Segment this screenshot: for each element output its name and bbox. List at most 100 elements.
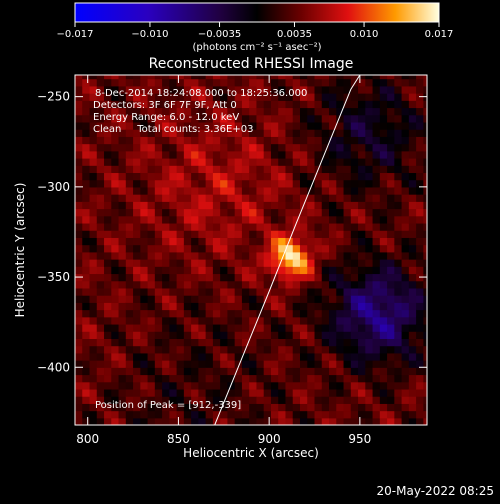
heatmap-cell bbox=[299, 179, 308, 188]
heatmap-cell bbox=[125, 309, 134, 318]
heatmap-cell bbox=[365, 230, 374, 238]
heatmap-cell bbox=[183, 114, 192, 123]
heatmap-cell bbox=[278, 352, 287, 361]
heatmap-cell bbox=[241, 222, 250, 231]
heatmap-cell bbox=[329, 186, 337, 195]
heatmap-cell bbox=[133, 215, 141, 224]
heatmap-cell bbox=[299, 345, 308, 354]
heatmap-cell bbox=[147, 165, 156, 174]
heatmap-cell bbox=[256, 165, 265, 174]
heatmap-cell bbox=[401, 396, 410, 404]
heatmap-cell bbox=[169, 309, 178, 318]
heatmap-cell bbox=[241, 237, 250, 246]
heatmap-cell bbox=[198, 417, 207, 425]
heatmap-cell bbox=[387, 352, 395, 361]
heatmap-cell bbox=[365, 237, 374, 246]
heatmap-cell bbox=[408, 295, 417, 303]
heatmap-cell bbox=[336, 201, 345, 210]
heatmap-cell bbox=[162, 360, 170, 368]
heatmap-cell bbox=[314, 172, 323, 181]
heatmap-cell bbox=[212, 85, 221, 94]
heatmap-cell bbox=[299, 266, 308, 275]
heatmap-cell bbox=[336, 410, 345, 419]
heatmap-cell bbox=[169, 129, 178, 137]
heatmap-cell bbox=[387, 244, 395, 253]
heatmap-cell bbox=[125, 237, 134, 246]
heatmap-cell bbox=[191, 237, 199, 246]
heatmap-cell bbox=[416, 403, 424, 412]
heatmap-cell bbox=[336, 143, 345, 152]
heatmap-cell bbox=[365, 259, 374, 267]
heatmap-cell bbox=[111, 201, 120, 210]
heatmap-cell bbox=[343, 143, 352, 152]
heatmap-cell bbox=[104, 388, 112, 397]
heatmap-cell bbox=[263, 121, 272, 130]
heatmap-cell bbox=[278, 78, 287, 87]
heatmap-cell bbox=[329, 280, 337, 289]
heatmap-cell bbox=[176, 266, 185, 275]
heatmap-cell bbox=[423, 338, 427, 347]
heatmap-cell bbox=[147, 266, 156, 275]
heatmap-cell bbox=[285, 93, 294, 101]
heatmap-cell bbox=[358, 222, 366, 231]
heatmap-cell bbox=[321, 194, 330, 202]
heatmap-cell bbox=[212, 201, 221, 210]
heatmap-cell bbox=[162, 323, 170, 332]
heatmap-cell bbox=[89, 352, 98, 361]
heatmap-cell bbox=[387, 129, 395, 137]
heatmap-cell bbox=[321, 179, 330, 188]
heatmap-cell bbox=[75, 345, 83, 354]
heatmap-cell bbox=[292, 201, 301, 210]
heatmap-cell bbox=[191, 273, 199, 282]
heatmap-cell bbox=[183, 78, 192, 87]
heatmap-cell bbox=[329, 352, 337, 361]
heatmap-cell bbox=[278, 165, 287, 174]
heatmap-cell bbox=[416, 367, 424, 376]
heatmap-cell bbox=[416, 143, 424, 152]
heatmap-cell bbox=[154, 287, 163, 296]
heatmap-cell bbox=[365, 121, 374, 130]
heatmap-cell bbox=[343, 410, 352, 419]
heatmap-cell bbox=[256, 302, 265, 311]
heatmap-cell bbox=[89, 157, 98, 166]
heatmap-cell bbox=[307, 208, 316, 217]
heatmap-cell bbox=[365, 222, 374, 231]
heatmap-cell bbox=[387, 222, 395, 231]
heatmap-cell bbox=[220, 410, 229, 419]
heatmap-cell bbox=[416, 352, 424, 361]
heatmap-cell bbox=[372, 186, 381, 195]
heatmap-cell bbox=[314, 107, 323, 116]
heatmap-cell bbox=[387, 338, 395, 347]
heatmap-cell bbox=[169, 287, 178, 296]
heatmap-cell bbox=[307, 323, 316, 332]
heatmap-cell bbox=[212, 403, 221, 412]
heatmap-cell bbox=[256, 388, 265, 397]
heatmap-cell bbox=[212, 374, 221, 383]
heatmap-cell bbox=[198, 266, 207, 275]
heatmap-cell bbox=[96, 244, 105, 253]
heatmap-cell bbox=[285, 78, 294, 87]
heatmap-cell bbox=[82, 85, 91, 94]
heatmap-cell bbox=[299, 323, 308, 332]
heatmap-cell bbox=[212, 93, 221, 101]
heatmap-cell bbox=[278, 215, 287, 224]
heatmap-cell bbox=[82, 259, 91, 267]
heatmap-cell bbox=[104, 150, 112, 159]
heatmap-cell bbox=[176, 121, 185, 130]
heatmap-cell bbox=[154, 410, 163, 419]
heatmap-cell bbox=[365, 129, 374, 137]
heatmap-cell bbox=[278, 107, 287, 116]
heatmap-cell bbox=[336, 172, 345, 181]
heatmap-cell bbox=[96, 338, 105, 347]
heatmap-cell bbox=[241, 374, 250, 383]
heatmap-cell bbox=[220, 136, 229, 145]
heatmap-cell bbox=[321, 417, 330, 425]
heatmap-cell bbox=[387, 410, 395, 419]
heatmap-cell bbox=[263, 374, 272, 383]
heatmap-cell bbox=[133, 316, 141, 325]
heatmap-cell bbox=[416, 75, 424, 80]
heatmap-cell bbox=[176, 360, 185, 368]
heatmap-cell bbox=[133, 230, 141, 238]
heatmap-cell bbox=[140, 100, 149, 109]
heatmap-cell bbox=[140, 150, 149, 159]
